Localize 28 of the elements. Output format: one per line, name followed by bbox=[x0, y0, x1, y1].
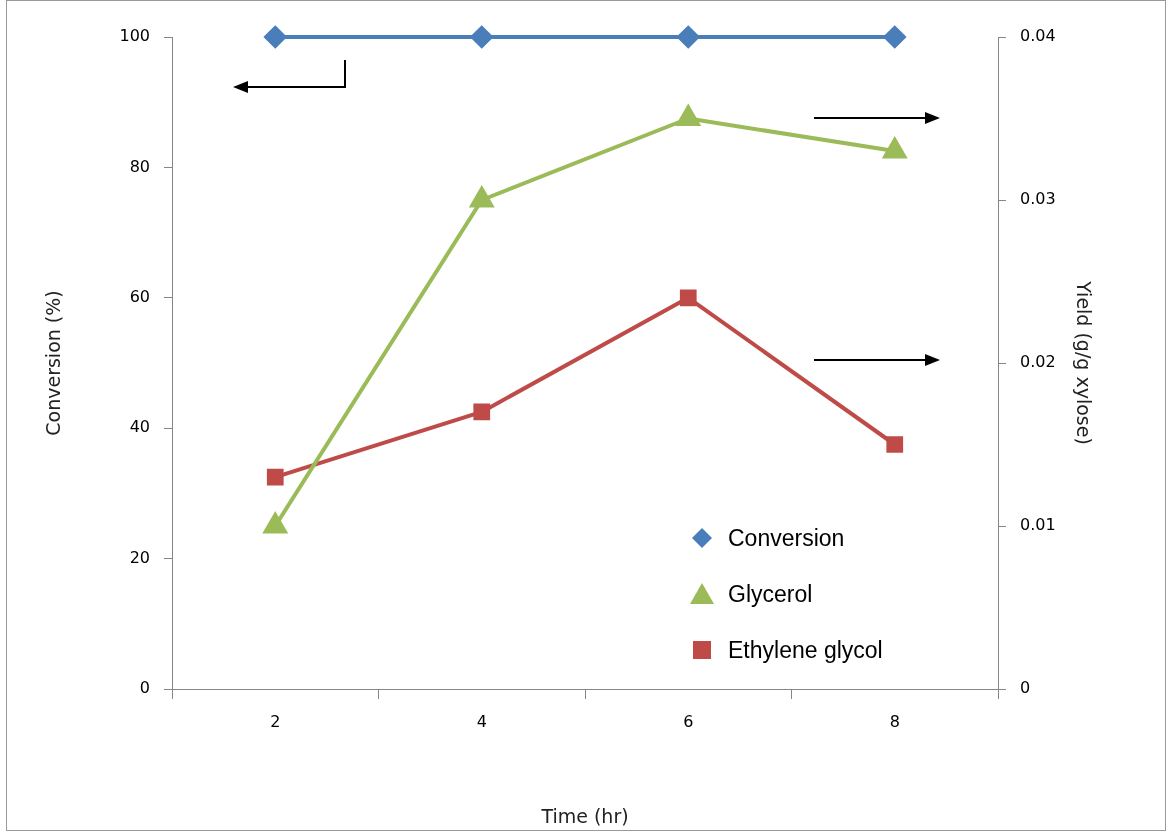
y-tick-label: 20 bbox=[129, 547, 150, 567]
y2-tick-label: 0.02 bbox=[1020, 352, 1056, 372]
point bbox=[470, 187, 494, 208]
y2-tick-label: 0.04 bbox=[1020, 26, 1056, 46]
point bbox=[676, 105, 700, 126]
y-tick-label: 0 bbox=[139, 678, 150, 698]
legend-label: Ethylene glycol bbox=[728, 636, 883, 664]
legend-label: Glycerol bbox=[728, 580, 813, 608]
point bbox=[473, 403, 491, 421]
y2-axis-title: Yield (g/g xylose) bbox=[1072, 280, 1095, 445]
y2-tick-label: 0 bbox=[1020, 678, 1031, 698]
x-axis-title: Time (hr) bbox=[540, 804, 629, 827]
x-tick-label: 6 bbox=[683, 711, 694, 731]
x-tick-label: 2 bbox=[270, 711, 281, 731]
point bbox=[883, 138, 907, 159]
y-axis-title: Conversion (%) bbox=[42, 290, 65, 436]
x-tick-label: 8 bbox=[889, 711, 900, 731]
y-tick-label: 100 bbox=[119, 26, 150, 46]
y-tick-label: 40 bbox=[129, 417, 150, 437]
y-tick-label: 80 bbox=[129, 156, 150, 176]
point bbox=[679, 289, 697, 307]
y2-tick-label: 0.01 bbox=[1020, 515, 1056, 535]
point bbox=[886, 436, 904, 453]
x-tick-label: 4 bbox=[476, 711, 487, 731]
point bbox=[266, 468, 284, 486]
y-tick-label: 60 bbox=[129, 286, 150, 306]
y2-tick-label: 0.03 bbox=[1020, 189, 1056, 209]
legend-label: Conversion bbox=[728, 524, 845, 552]
